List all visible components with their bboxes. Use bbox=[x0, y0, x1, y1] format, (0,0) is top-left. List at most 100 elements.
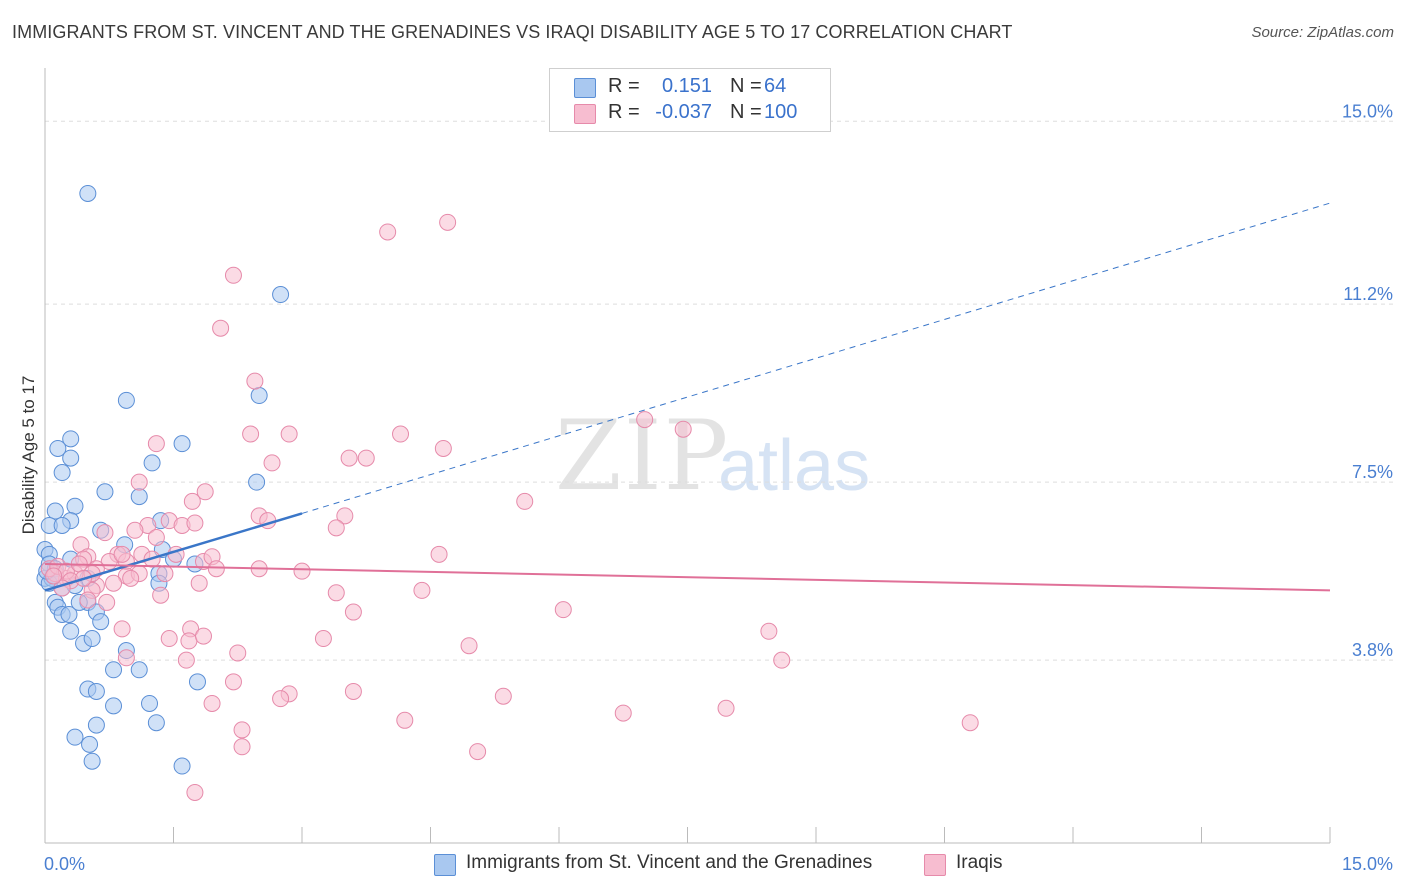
st-vincent-point bbox=[117, 391, 135, 409]
st-vincent-point bbox=[173, 757, 191, 775]
iraqis-point bbox=[126, 521, 144, 539]
bottom-legend-swatch-blue bbox=[434, 854, 456, 876]
st-vincent-point bbox=[143, 454, 161, 472]
iraqis-point bbox=[183, 492, 201, 510]
iraqis-point bbox=[180, 632, 198, 650]
st-vincent-point bbox=[272, 286, 290, 304]
iraqis-point bbox=[186, 514, 204, 532]
legend-n-label: N = bbox=[730, 101, 762, 123]
bottom-legend-swatch-pink bbox=[924, 854, 946, 876]
iraqis-point bbox=[96, 524, 114, 542]
legend-swatch-pink bbox=[574, 104, 596, 124]
x-tick-label-max: 15.0% bbox=[1342, 854, 1393, 874]
legend-n-label: N = bbox=[730, 75, 762, 97]
st-vincent-point bbox=[87, 682, 105, 700]
iraqis-point bbox=[327, 584, 345, 602]
bottom-legend-label-blue: Immigrants from St. Vincent and the Gren… bbox=[466, 852, 873, 873]
iraqis-point bbox=[344, 603, 362, 621]
st-vincent-point bbox=[60, 605, 78, 623]
iraqis-point bbox=[430, 545, 448, 563]
iraqis-point bbox=[469, 743, 487, 761]
st-vincent-point bbox=[83, 752, 101, 770]
iraqis-point bbox=[280, 425, 298, 443]
iraqis-point bbox=[152, 586, 170, 604]
st-vincent-point bbox=[62, 622, 80, 640]
iraqis-point bbox=[314, 630, 332, 648]
iraqis-point bbox=[196, 483, 214, 501]
iraqis-point bbox=[439, 213, 457, 231]
iraqis-point bbox=[79, 591, 97, 609]
st-vincent-point bbox=[250, 387, 268, 405]
st-vincent-point bbox=[81, 735, 99, 753]
iraqis-point bbox=[717, 699, 735, 717]
iraqis-point bbox=[117, 649, 135, 667]
st-vincent-trend-line bbox=[44, 512, 303, 592]
st-vincent-point bbox=[46, 502, 64, 520]
iraqis-point bbox=[160, 630, 178, 648]
iraqis-point bbox=[113, 620, 131, 638]
iraqis-point bbox=[98, 593, 116, 611]
legend-row-blue: R = 0.151 N = 64 bbox=[550, 75, 830, 101]
legend-n-value: 64 bbox=[764, 75, 787, 97]
tick-labels: 3.8% 7.5% 11.2% 15.0% 0.0% 15.0% bbox=[44, 101, 1393, 874]
iraqis-point bbox=[212, 319, 230, 337]
iraqis-point bbox=[224, 673, 242, 691]
st-vincent-point bbox=[66, 728, 84, 746]
st-vincent-point bbox=[130, 661, 148, 679]
st-vincent-point bbox=[147, 714, 165, 732]
st-vincent-point bbox=[130, 488, 148, 506]
iraqis-point bbox=[177, 651, 195, 669]
iraqis-point bbox=[122, 569, 140, 587]
iraqis-point bbox=[272, 690, 290, 708]
iraqis-point bbox=[156, 565, 174, 583]
iraqis-point bbox=[147, 435, 165, 453]
x-tick-label-min: 0.0% bbox=[44, 854, 85, 874]
grid-lines bbox=[45, 120, 1395, 661]
iraqis-point bbox=[344, 682, 362, 700]
iraqis-point bbox=[190, 574, 208, 592]
iraqis-point bbox=[760, 622, 778, 640]
st-vincent-point bbox=[49, 439, 67, 457]
iraqis-point bbox=[224, 266, 242, 284]
st-vincent-point bbox=[188, 673, 206, 691]
iraqis-point bbox=[340, 449, 358, 467]
chart-title: IMMIGRANTS FROM ST. VINCENT AND THE GREN… bbox=[12, 22, 1013, 42]
st-vincent-point bbox=[92, 613, 110, 631]
iraqis-point bbox=[113, 545, 131, 563]
iraqis-point bbox=[636, 411, 654, 429]
st-vincent-point bbox=[248, 473, 266, 491]
iraqis-point bbox=[413, 581, 431, 599]
iraqis-trend-line bbox=[44, 562, 1331, 592]
st-vincent-point bbox=[53, 516, 71, 534]
series-pink-points bbox=[40, 213, 979, 801]
iraqis-point bbox=[674, 420, 692, 438]
watermark-atlas: atlas bbox=[718, 426, 871, 506]
iraqis-point bbox=[961, 714, 979, 732]
st-vincent-point bbox=[105, 661, 123, 679]
iraqis-point bbox=[327, 519, 345, 537]
iraqis-point bbox=[229, 644, 247, 662]
iraqis-point bbox=[203, 694, 221, 712]
axes bbox=[44, 68, 1331, 844]
iraqis-point bbox=[242, 425, 260, 443]
iraqis-point bbox=[773, 651, 791, 669]
legend-r-label: R = bbox=[608, 101, 640, 123]
legend-r-value: 0.151 bbox=[661, 75, 712, 97]
iraqis-point bbox=[45, 567, 63, 585]
iraqis-point bbox=[246, 372, 264, 390]
iraqis-point bbox=[233, 721, 251, 739]
iraqis-point bbox=[554, 601, 572, 619]
y-tick-label: 3.8% bbox=[1352, 640, 1393, 660]
iraqis-point bbox=[460, 637, 478, 655]
st-vincent-point bbox=[83, 630, 101, 648]
source-label: Source: ZipAtlas.com bbox=[1251, 24, 1394, 41]
iraqis-point bbox=[494, 687, 512, 705]
legend-r-value: -0.037 bbox=[655, 101, 712, 123]
legend: R = 0.151 N = 64 R = -0.037 N = 100 bbox=[549, 68, 831, 132]
iraqis-point bbox=[293, 562, 311, 580]
iraqis-point bbox=[614, 704, 632, 722]
trend-lines bbox=[44, 202, 1331, 592]
legend-n-value: 100 bbox=[764, 101, 798, 123]
iraqis-point bbox=[379, 223, 397, 241]
